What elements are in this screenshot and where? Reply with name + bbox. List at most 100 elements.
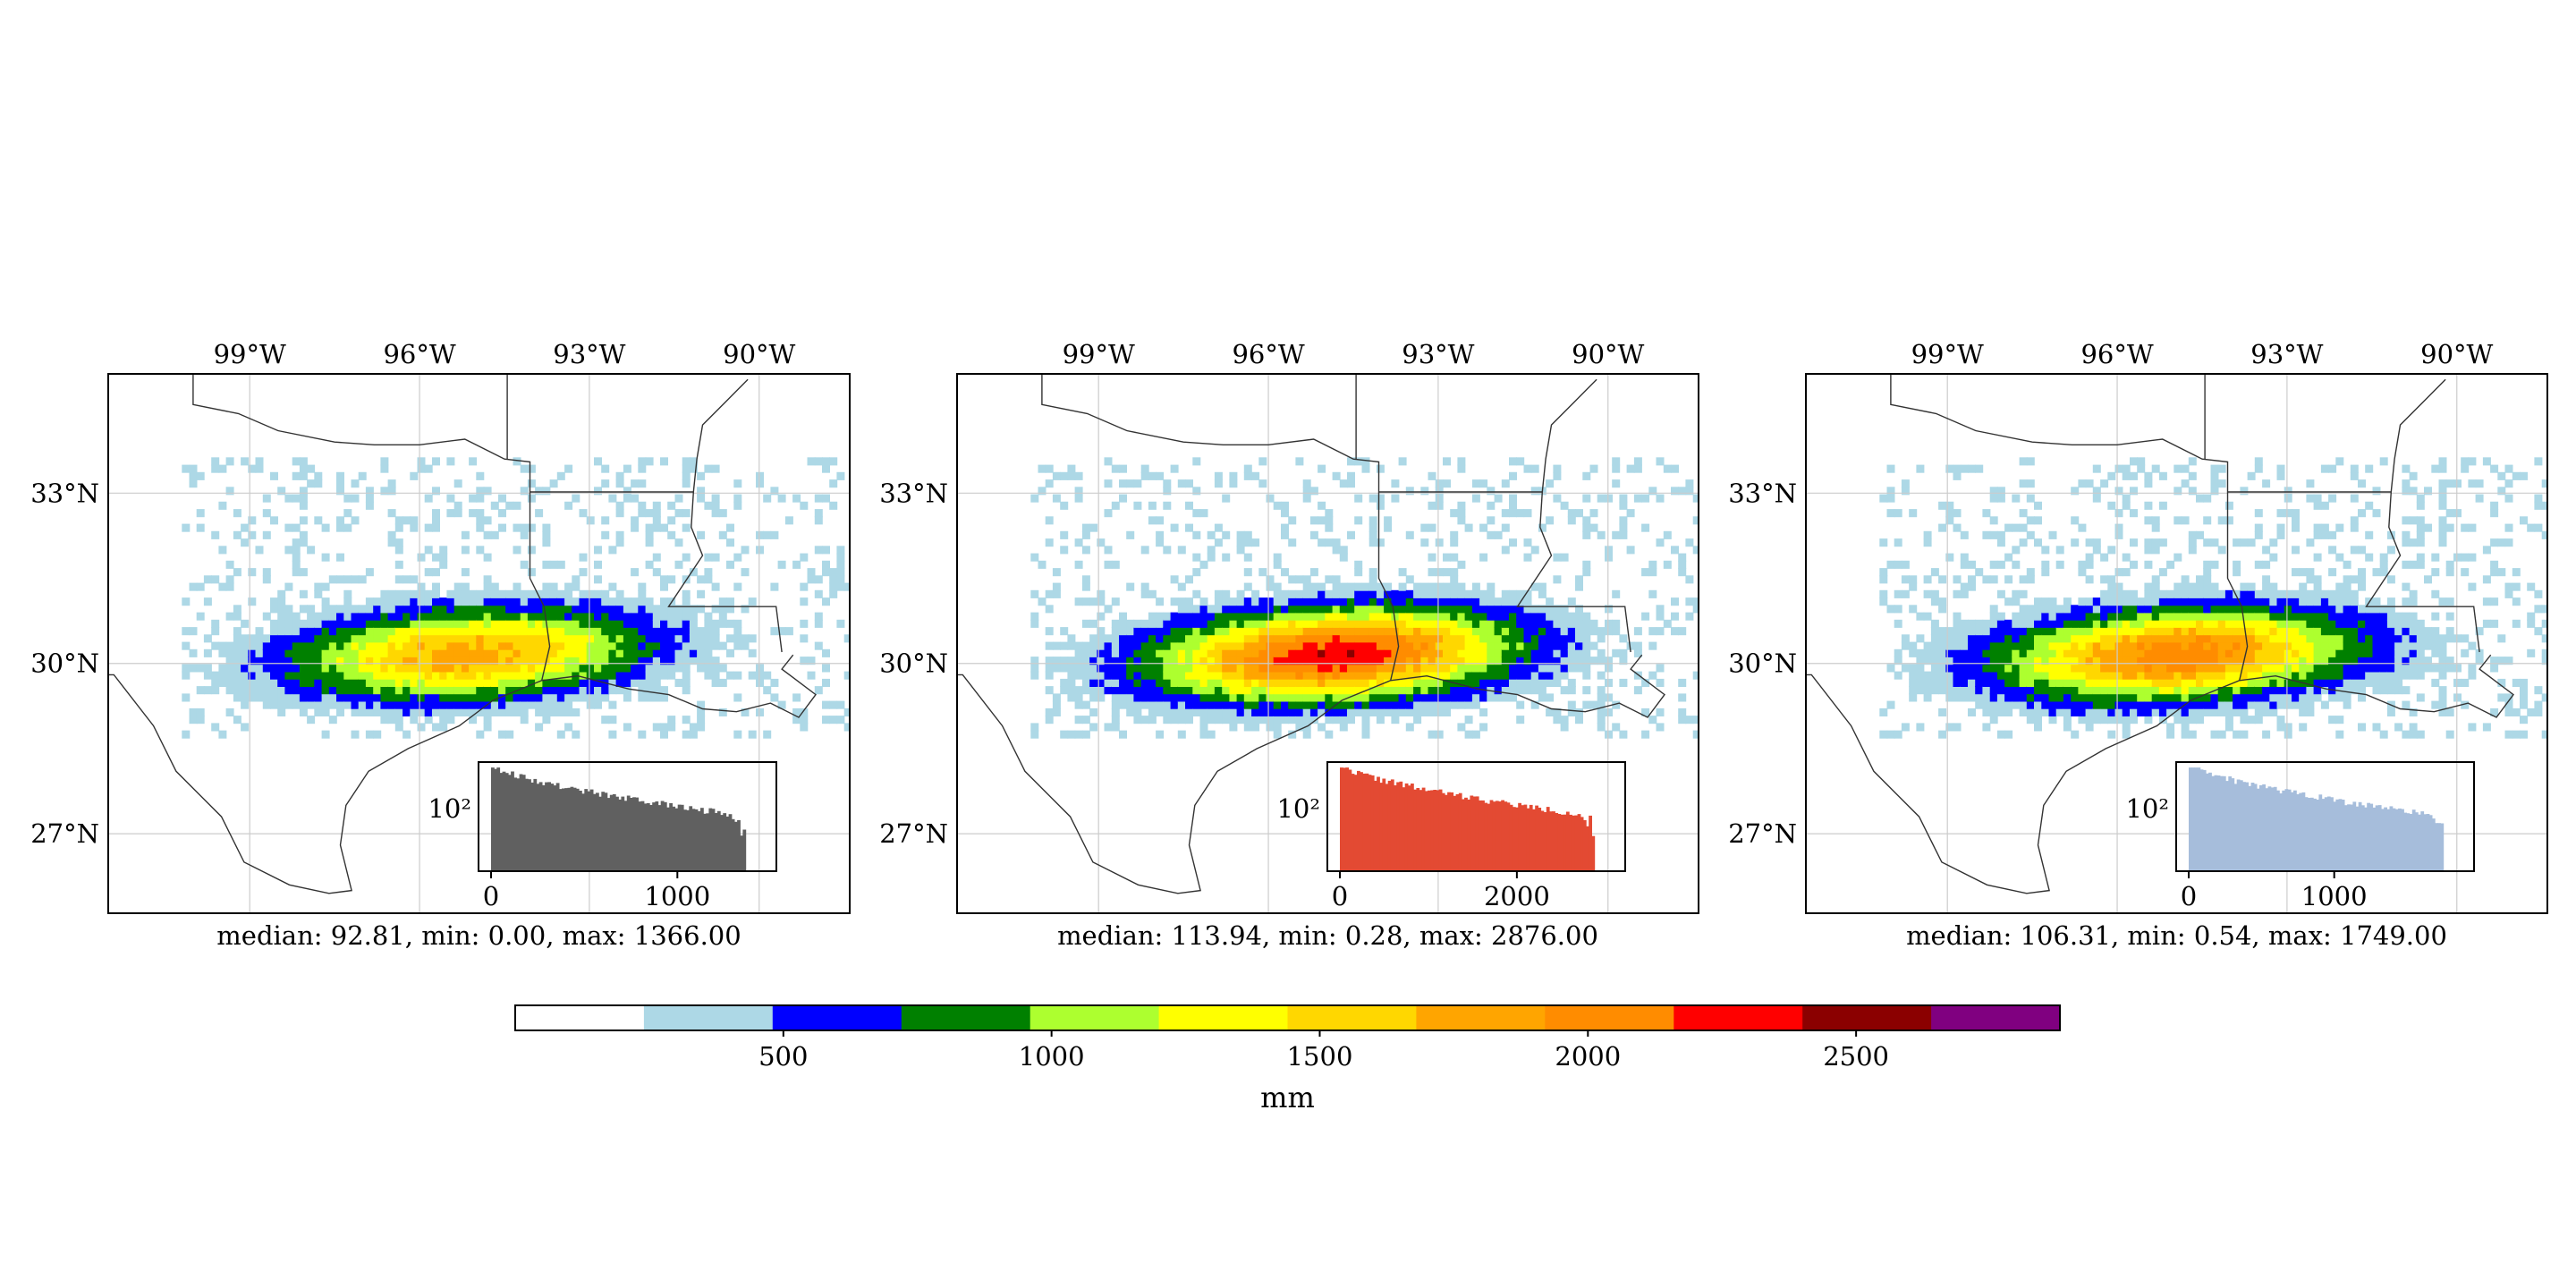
precip-cell (2409, 708, 2418, 716)
precip-cell (2438, 464, 2447, 473)
precip-cell (2269, 619, 2278, 628)
precip-cell (1325, 708, 1334, 716)
precip-cell (1582, 634, 1591, 643)
precip-cell (748, 671, 757, 680)
precip-cell (1214, 671, 1223, 680)
precip-cell (1975, 627, 1984, 636)
precip-cell (527, 664, 536, 673)
precip-cell (638, 464, 647, 473)
precip-cell (2416, 553, 2425, 562)
precip-cell (1104, 509, 1113, 518)
precip-cell (358, 671, 367, 680)
precip-cell (380, 664, 389, 673)
precip-cell (498, 597, 506, 606)
precip-cell (1619, 730, 1628, 739)
precip-cell (182, 641, 191, 650)
precip-cell (2092, 612, 2101, 621)
precip-cell (1509, 605, 1517, 614)
precip-cell (1916, 648, 1925, 657)
precip-cell (631, 664, 640, 673)
precip-cell (307, 464, 316, 473)
precip-cell (1126, 582, 1135, 591)
precip-cell (579, 612, 588, 621)
precip-cell (2004, 693, 2013, 702)
precip-cell (2026, 671, 2035, 680)
precip-cell (667, 627, 676, 636)
precip-cell (343, 634, 352, 643)
precip-cell (380, 686, 389, 695)
histogram-bar (2191, 767, 2195, 871)
precip-cell (1509, 627, 1517, 636)
precip-cell (336, 516, 344, 525)
precip-cell (2224, 671, 2233, 680)
precip-cell (424, 546, 433, 555)
precip-cell (2151, 597, 2160, 606)
precip-cell (1930, 641, 1939, 650)
precip-cell (2335, 657, 2344, 665)
precip-cell (1295, 597, 1304, 606)
precip-cell (2233, 730, 2241, 739)
precip-cell (2158, 568, 2167, 577)
precip-cell (1909, 575, 1918, 584)
precip-cell (1398, 641, 1407, 650)
precip-cell (1619, 523, 1628, 532)
precip-cell (1553, 648, 1562, 657)
precip-cell (1148, 627, 1157, 636)
precip-cell (527, 686, 536, 695)
precip-cell (1516, 619, 1525, 628)
precip-cell (2402, 664, 2411, 673)
precip-cell (1156, 634, 1165, 643)
precip-cell (1996, 538, 2005, 547)
precip-cell (1302, 612, 1311, 621)
precip-cell (667, 641, 676, 650)
precip-cell (1133, 678, 1142, 687)
precip-cell (2284, 693, 2292, 702)
precip-cell (1996, 708, 2005, 716)
precip-cell (1471, 671, 1480, 680)
precip-cell (1140, 664, 1149, 673)
precip-cell (1894, 671, 1902, 680)
precip-cell (424, 568, 433, 577)
precip-cell (2254, 597, 2263, 606)
precip-cell (2166, 657, 2175, 665)
precip-cell (2019, 708, 2028, 716)
precip-cell (1443, 627, 1451, 636)
precip-cell (1975, 464, 1984, 473)
precip-cell (1332, 627, 1341, 636)
precip-cell (711, 641, 720, 650)
precip-cell (2358, 723, 2366, 732)
precip-cell (733, 693, 742, 702)
histogram-bar (1402, 787, 1406, 871)
precip-cell (1398, 648, 1407, 657)
precip-cell (638, 597, 647, 606)
histogram-bar (2197, 767, 2201, 871)
precip-cell (2100, 589, 2109, 598)
precip-cell (2224, 501, 2233, 510)
precip-cell (476, 494, 485, 503)
precip-cell (2188, 619, 2197, 628)
precip-cell (2114, 627, 2123, 636)
precip-cell (615, 509, 624, 518)
precip-cell (2386, 678, 2395, 687)
precip-cell (476, 523, 485, 532)
precip-cell (2497, 634, 2506, 643)
precip-cell (351, 634, 360, 643)
precip-cell (1894, 560, 1902, 569)
precip-cell (1443, 605, 1451, 614)
precip-cell (2402, 657, 2411, 665)
precip-cell (2254, 700, 2263, 709)
precip-cell (2004, 575, 2013, 584)
precip-cell (2026, 657, 2035, 665)
precip-cell (1916, 657, 1925, 665)
precip-cell (697, 648, 706, 657)
precip-cell (1435, 612, 1444, 621)
histogram-bar (1535, 805, 1538, 871)
precip-cell (1288, 648, 1297, 657)
precip-cell (380, 634, 389, 643)
precip-cell (2137, 634, 2146, 643)
precip-cell (410, 589, 419, 598)
precip-cell (2019, 664, 2028, 673)
precip-cell (1982, 723, 1991, 732)
precip-cell (1258, 627, 1267, 636)
precip-cell (1325, 516, 1334, 525)
